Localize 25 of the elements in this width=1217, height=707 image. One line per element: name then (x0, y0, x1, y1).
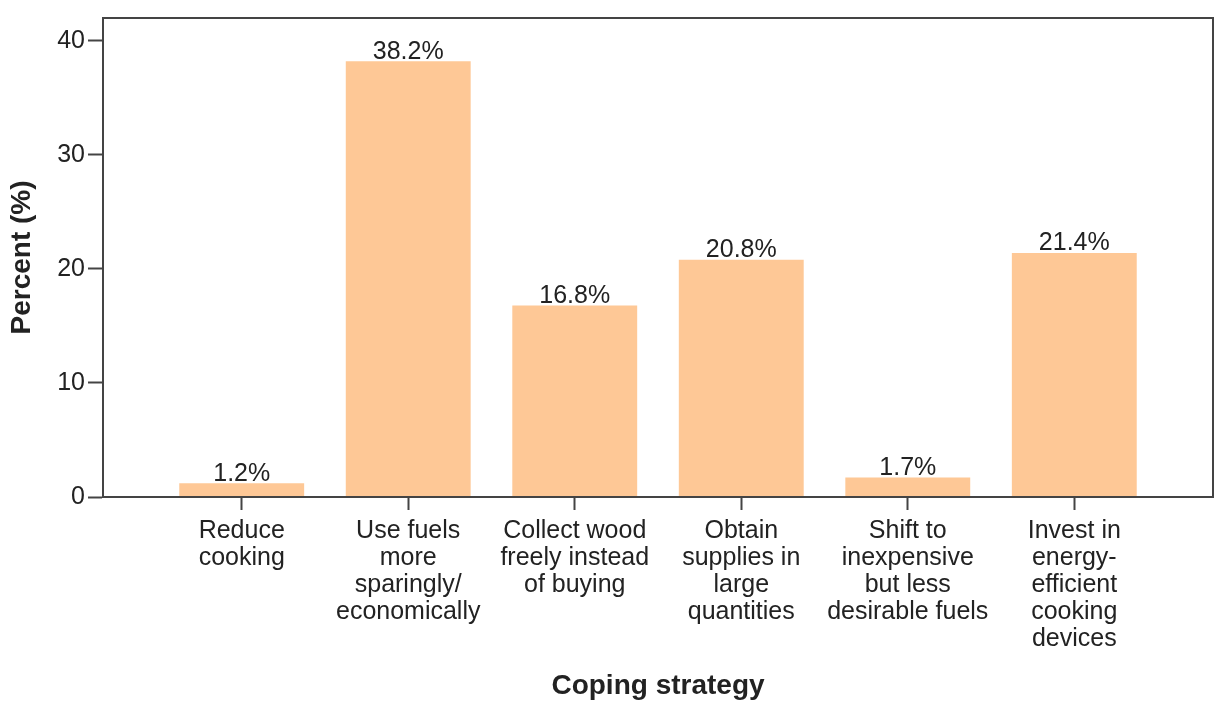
data-label: 1.7% (879, 452, 937, 480)
bar (845, 477, 971, 497)
data-label: 20.8% (705, 234, 777, 263)
bar (1011, 252, 1137, 497)
y-tick-label: 10 (57, 366, 85, 395)
x-tick-label: Collect wood freely instead of buying (500, 515, 650, 598)
y-tick-label: 20 (57, 252, 85, 281)
data-label: 16.8% (539, 279, 611, 308)
y-tick-label: 30 (57, 138, 85, 167)
bar (179, 483, 305, 497)
bar (512, 305, 638, 497)
x-axis-title: Coping strategy (551, 668, 765, 700)
x-tick-label: Obtain supplies in large quantities (682, 515, 801, 625)
y-axis-title: Percent (%) (4, 180, 36, 335)
bar (678, 259, 804, 497)
x-tick-label: Reduce cooking (198, 515, 285, 571)
data-label: 21.4% (1038, 227, 1110, 256)
data-label: 38.2% (372, 35, 444, 64)
y-tick-label: 40 (57, 24, 85, 53)
data-label: 1.2% (213, 457, 271, 486)
x-tick-label: Invest in energy-efficient cooking devices (1027, 515, 1121, 652)
x-tick-label: Shift to inexpensive but less desirable fuels (827, 515, 989, 625)
y-tick-label: 0 (71, 480, 85, 509)
bar (345, 61, 471, 497)
x-tick-label: Use fuels more sparingly/ economically (335, 515, 481, 625)
